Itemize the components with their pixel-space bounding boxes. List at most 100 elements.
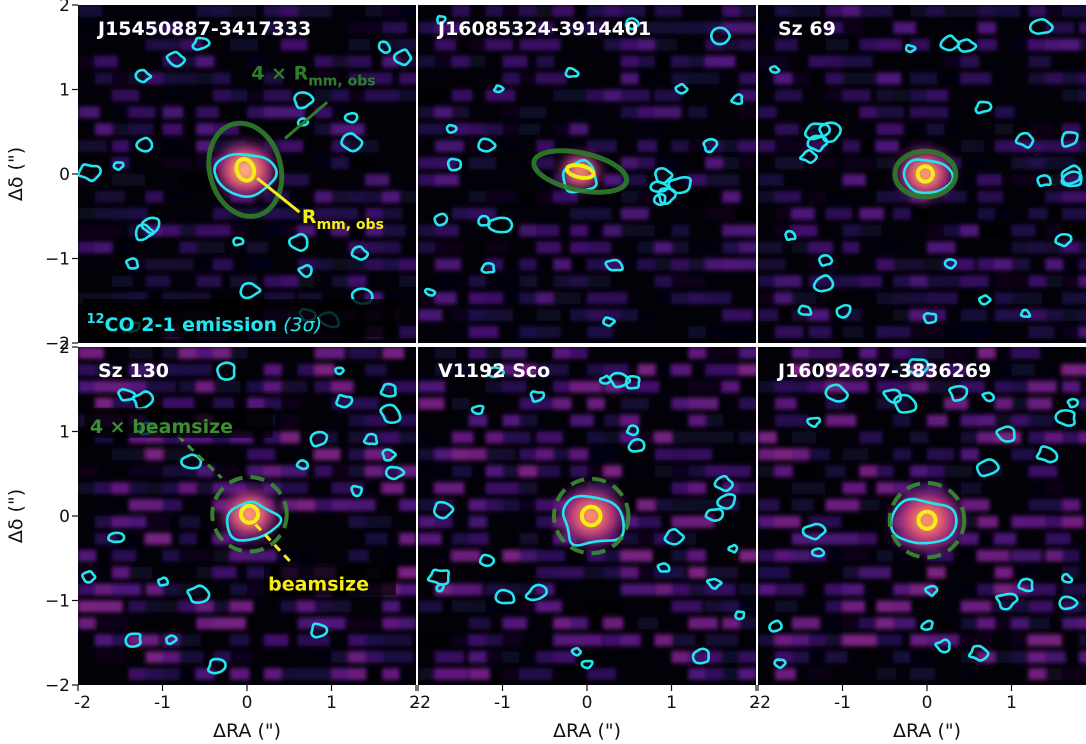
noise-cell <box>893 583 917 596</box>
noise-cell <box>637 363 665 376</box>
noise-cell <box>722 651 749 663</box>
co-contour-island <box>435 583 445 593</box>
noise-cell <box>536 600 562 613</box>
noise-cell <box>842 634 876 647</box>
noise-cell <box>111 89 140 102</box>
noise-cell <box>774 448 805 461</box>
co-contour-island <box>667 175 692 195</box>
noise-cell <box>620 174 647 186</box>
noise-cell <box>842 482 867 494</box>
noise-cell <box>671 55 692 68</box>
noise-cell <box>722 617 740 630</box>
x-axis-label: ΔRA (") <box>213 720 281 742</box>
noise-cell <box>1028 5 1060 17</box>
noise-cell <box>960 499 990 511</box>
noise-cell <box>637 566 667 579</box>
noise-cell <box>536 190 554 203</box>
noise-cell <box>808 448 830 461</box>
co-contours <box>426 366 746 670</box>
noise-cell <box>825 397 845 410</box>
noise-cell <box>791 617 820 630</box>
co-contour-island <box>524 583 548 602</box>
noise-cell <box>671 634 696 647</box>
noise-cell <box>179 600 213 613</box>
noise-cell <box>603 465 622 478</box>
noise-cell <box>418 397 445 410</box>
noise-cell <box>519 482 538 494</box>
noise-cell <box>297 292 322 305</box>
noise-cell <box>654 566 685 579</box>
noise-cell <box>671 241 701 254</box>
noise-cell <box>977 465 1003 478</box>
noise-cell <box>553 532 578 545</box>
noise-cell <box>365 532 388 545</box>
noise-cell <box>739 89 756 102</box>
noise-cell <box>927 482 944 494</box>
noise-cell <box>145 380 177 393</box>
noise-cell <box>314 600 348 613</box>
co-contour-island <box>436 14 447 25</box>
noise-cell <box>331 207 359 220</box>
noise-cell <box>468 414 488 427</box>
co-contour-island <box>362 432 379 446</box>
noise-cell <box>808 634 832 647</box>
noise-cell <box>994 292 1015 305</box>
noise-cell <box>570 414 594 427</box>
noise-cell <box>739 5 756 17</box>
noise-cell <box>876 326 902 338</box>
noise-cell <box>111 241 141 254</box>
noise-cell <box>637 106 656 119</box>
noise-cell <box>418 516 443 528</box>
noise-cell <box>519 38 541 51</box>
noise-cell <box>620 549 653 562</box>
noise-cell <box>943 347 970 359</box>
noise-cell <box>382 617 411 630</box>
noise-cell <box>519 258 537 271</box>
noise-cell <box>94 380 116 393</box>
noise-cell <box>280 140 304 152</box>
noise-cell <box>536 516 560 528</box>
noise-cell <box>348 634 377 647</box>
noise-cell <box>297 224 321 237</box>
noise-cell <box>280 431 300 444</box>
noise-cell <box>620 106 645 119</box>
noise-cell <box>705 174 739 186</box>
noise-cell <box>502 106 536 119</box>
noise-cell <box>485 448 516 461</box>
co-contour-island <box>939 34 961 52</box>
co-contour-island <box>904 43 917 54</box>
noise-cell <box>1045 258 1073 271</box>
noise-cell <box>536 241 561 254</box>
noise-cell <box>791 224 818 237</box>
noise-cell <box>994 583 1024 596</box>
noise-cell <box>263 465 284 478</box>
noise-cell <box>399 600 416 613</box>
noise-cell <box>893 207 922 220</box>
co-contour-island <box>1035 445 1059 464</box>
noise-cell <box>671 292 696 305</box>
co-contour-island <box>806 416 822 428</box>
noise-cell <box>519 668 553 680</box>
noise-cell <box>263 72 284 85</box>
noise-cell <box>94 123 115 136</box>
noise-cell <box>418 292 447 305</box>
noise-cell <box>145 600 163 613</box>
noise-cell <box>1028 380 1057 393</box>
noise-cell <box>280 482 308 494</box>
noise-cell <box>671 431 705 444</box>
noise-cell <box>348 190 374 203</box>
noise-cell <box>213 651 242 663</box>
noise-cell <box>263 363 282 376</box>
noise-cell <box>1045 5 1069 17</box>
noise-cell <box>977 516 998 528</box>
noise-cell <box>418 668 449 680</box>
noise-cell <box>348 397 379 410</box>
co-contour-island <box>784 229 797 242</box>
noise-cell <box>1028 207 1048 220</box>
noise-cell <box>977 38 998 51</box>
noise-cell <box>1028 634 1062 647</box>
noise-cell <box>722 89 745 102</box>
noise-cell <box>943 123 963 136</box>
x-axis-label: ΔRA (") <box>893 720 961 742</box>
noise-cell <box>587 224 616 237</box>
